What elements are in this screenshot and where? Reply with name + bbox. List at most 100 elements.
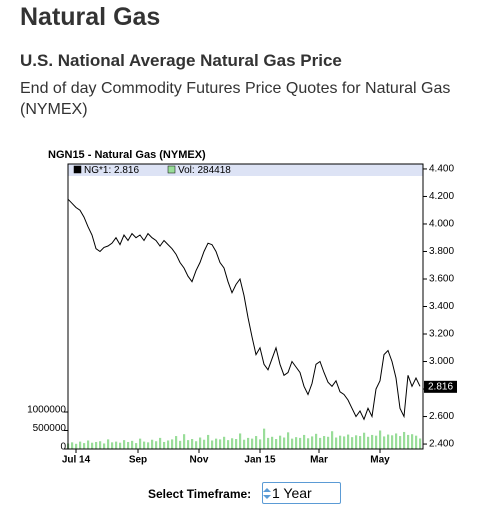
- timeframe-value: 1 Year: [272, 485, 312, 501]
- spinner: [263, 488, 271, 499]
- volume-bar: [151, 439, 154, 449]
- volume-bar: [315, 433, 318, 449]
- volume-bar: [415, 435, 418, 449]
- volume-bar: [411, 434, 414, 449]
- volume-bar: [143, 441, 146, 449]
- volume-bar: [203, 439, 206, 449]
- volume-bar: [207, 434, 210, 449]
- y-tick-label: 2.400: [429, 439, 454, 450]
- volume-bar: [375, 435, 378, 449]
- volume-bar: [291, 438, 294, 449]
- volume-bar: [403, 431, 406, 449]
- volume-bar: [167, 440, 170, 449]
- volume-bar: [247, 437, 250, 449]
- volume-bar: [267, 437, 270, 449]
- y-tick-label: 3.000: [429, 356, 454, 367]
- page-title: Natural Gas: [20, 3, 161, 31]
- volume-bar: [115, 441, 118, 449]
- timeframe-select[interactable]: 1 Year: [262, 482, 341, 504]
- y-tick-label: 3.200: [429, 329, 454, 340]
- volume-bar: [171, 439, 174, 449]
- volume-bar: [251, 438, 254, 449]
- volume-bar: [187, 440, 190, 449]
- volume-bar: [367, 436, 370, 449]
- volume-bar: [331, 431, 334, 449]
- volume-bar: [275, 439, 278, 449]
- chart: NGN15 - Natural Gas (NYMEX) NG*1: 2.816 V…: [27, 149, 457, 466]
- volume-bar: [379, 430, 382, 449]
- y2-tick-label: 1000000: [27, 405, 66, 416]
- y-tick-label: 4.400: [429, 164, 454, 175]
- volume-bar: [323, 436, 326, 449]
- volume-bar: [239, 433, 242, 449]
- page-subtitle: U.S. National Average Natural Gas Price: [20, 51, 342, 70]
- volume-bar: [387, 434, 390, 449]
- volume-bar: [195, 441, 198, 449]
- y-tick-label: 3.600: [429, 274, 454, 285]
- volume-bar: [307, 438, 310, 449]
- volume-bar: [131, 440, 134, 449]
- volume-bar: [135, 443, 138, 449]
- volume-bar: [255, 436, 258, 449]
- volume-bar: [383, 436, 386, 449]
- legend-label: Vol: 284418: [178, 165, 231, 176]
- volume-bar: [235, 439, 238, 449]
- x-tick-label: Mar: [310, 455, 328, 466]
- volume-bar: [243, 439, 246, 449]
- volume-bar: [227, 440, 230, 449]
- x-tick-label: Nov: [190, 455, 209, 466]
- volume-bar: [303, 434, 306, 449]
- volume-bar: [199, 437, 202, 449]
- volume-bar: [371, 434, 374, 449]
- volume-bar: [91, 442, 94, 449]
- volume-bar: [211, 440, 214, 449]
- volume-bar: [139, 438, 142, 449]
- volume-bar: [327, 436, 330, 449]
- volume-bar: [283, 437, 286, 449]
- volume-bar: [231, 438, 234, 449]
- volume-bar: [95, 441, 98, 449]
- y2-tick-label: 0: [60, 442, 66, 453]
- volume-bar: [127, 441, 130, 449]
- volume-bar: [287, 432, 290, 449]
- volume-bar: [343, 436, 346, 449]
- volume-bar: [299, 437, 302, 449]
- volume-bar: [347, 434, 350, 449]
- volume-bar: [79, 441, 82, 449]
- volume-bar: [223, 436, 226, 449]
- volume-bar: [119, 442, 122, 449]
- x-tick-label: May: [370, 455, 390, 466]
- volume-bar: [215, 438, 218, 449]
- volume-bar: [123, 440, 126, 449]
- volume-bar: [263, 428, 266, 449]
- chart-title: NGN15 - Natural Gas (NYMEX): [48, 149, 206, 161]
- y-tick-label: 4.200: [429, 191, 454, 202]
- volume-bar: [83, 443, 86, 449]
- volume-bar: [271, 436, 274, 449]
- volume-bar: [363, 432, 366, 449]
- volume-bar: [295, 437, 298, 449]
- volume-bar: [107, 439, 110, 449]
- volume-bar: [419, 438, 422, 449]
- volume-bar: [311, 436, 314, 449]
- volume-bar: [175, 436, 178, 449]
- volume-bar: [99, 441, 102, 449]
- y-tick-label: 2.600: [429, 411, 454, 422]
- y-tick-label: 3.800: [429, 246, 454, 257]
- volume-bar: [355, 435, 358, 449]
- volume-bar: [159, 437, 162, 449]
- y-tick-label: 4.000: [429, 219, 454, 230]
- volume-bar: [71, 442, 74, 449]
- volume-bar: [147, 442, 150, 449]
- y-tick-label: 3.400: [429, 301, 454, 312]
- volume-bar: [179, 440, 182, 449]
- volume-bar: [87, 440, 90, 449]
- volume-bar: [111, 442, 114, 449]
- volume-bar: [259, 439, 262, 449]
- volume-bar: [183, 434, 186, 449]
- volume-bar: [395, 433, 398, 449]
- volume-bar: [407, 434, 410, 449]
- volume-bar: [319, 437, 322, 449]
- x-tick-label: Jul 14: [62, 455, 91, 466]
